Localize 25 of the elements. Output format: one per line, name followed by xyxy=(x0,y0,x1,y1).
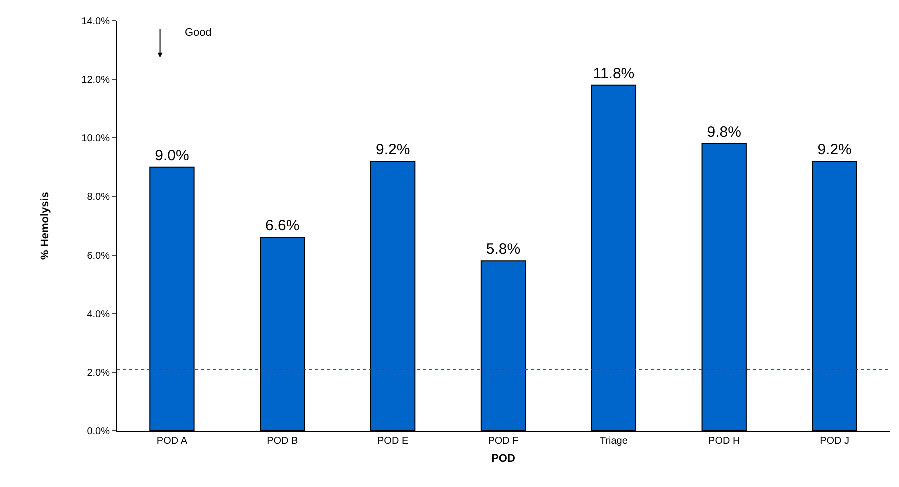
data-label: 9.8% xyxy=(707,124,742,141)
y-tick-label: 10.0% xyxy=(82,134,110,145)
y-tick-label: 12.0% xyxy=(82,75,110,86)
y-tick-label: 2.0% xyxy=(87,368,110,379)
x-tick-label: POD H xyxy=(708,436,740,447)
data-label: 5.8% xyxy=(486,241,521,258)
y-tick-label: 4.0% xyxy=(87,309,110,320)
x-tick-label: POD J xyxy=(820,436,850,447)
x-tick-label: POD A xyxy=(156,436,188,447)
x-tick-label: Triage xyxy=(600,436,628,447)
x-tick-label: POD B xyxy=(267,436,299,447)
data-label: 9.2% xyxy=(818,142,852,159)
y-tick-label: 8.0% xyxy=(87,192,110,204)
x-tick-label: POD F xyxy=(488,436,519,447)
annotation: Good xyxy=(185,27,212,39)
y-tick-label: 6.0% xyxy=(87,250,110,262)
y-axis-title: % Hemolysis xyxy=(39,192,52,260)
data-label: 9.2% xyxy=(376,142,410,159)
data-label: 9.0% xyxy=(155,147,190,164)
x-tick-label: POD E xyxy=(378,436,409,447)
y-tick-label: 14.0% xyxy=(82,16,110,28)
data-label: 6.6% xyxy=(266,218,300,235)
y-tick-label: 0.0% xyxy=(87,426,110,438)
x-axis-title: POD xyxy=(492,453,516,466)
data-label: 11.8% xyxy=(593,65,635,82)
